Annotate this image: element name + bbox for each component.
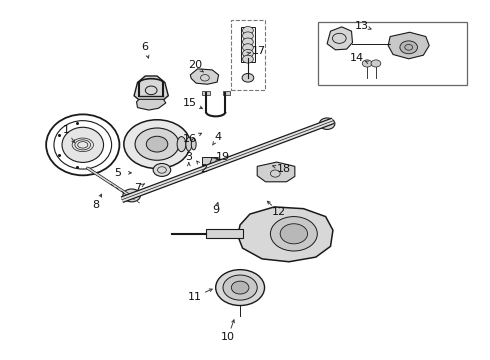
Text: 3: 3 bbox=[185, 152, 192, 162]
Text: 15: 15 bbox=[183, 98, 197, 108]
Ellipse shape bbox=[186, 137, 192, 151]
Circle shape bbox=[362, 60, 372, 67]
Circle shape bbox=[135, 128, 179, 160]
Text: 7: 7 bbox=[134, 183, 141, 193]
Circle shape bbox=[231, 281, 249, 294]
Circle shape bbox=[223, 275, 257, 300]
Polygon shape bbox=[388, 32, 429, 59]
Text: 6: 6 bbox=[141, 42, 148, 52]
Text: 14: 14 bbox=[350, 53, 365, 63]
Circle shape bbox=[243, 27, 253, 35]
Text: 1: 1 bbox=[63, 125, 70, 135]
Bar bbox=[202, 157, 217, 165]
Text: 20: 20 bbox=[188, 60, 202, 70]
Circle shape bbox=[243, 44, 253, 51]
Polygon shape bbox=[134, 76, 168, 101]
Bar bbox=[231, 21, 265, 90]
Text: 10: 10 bbox=[221, 332, 235, 342]
Text: 11: 11 bbox=[188, 292, 202, 302]
Ellipse shape bbox=[62, 127, 103, 162]
Text: 5: 5 bbox=[115, 168, 122, 178]
Circle shape bbox=[123, 189, 141, 202]
Bar bbox=[210, 158, 222, 166]
Polygon shape bbox=[238, 207, 333, 262]
Text: 9: 9 bbox=[212, 206, 219, 216]
Circle shape bbox=[270, 217, 318, 251]
Bar bbox=[318, 22, 467, 85]
Text: 13: 13 bbox=[355, 21, 369, 31]
Circle shape bbox=[319, 118, 335, 130]
Circle shape bbox=[243, 38, 253, 46]
Circle shape bbox=[153, 163, 171, 176]
Circle shape bbox=[280, 224, 308, 244]
Circle shape bbox=[243, 32, 253, 40]
Text: 16: 16 bbox=[183, 134, 197, 144]
Bar bbox=[222, 91, 230, 95]
Circle shape bbox=[371, 60, 381, 67]
Text: 17: 17 bbox=[252, 46, 266, 56]
Circle shape bbox=[243, 55, 253, 63]
Circle shape bbox=[242, 73, 254, 82]
Bar bbox=[202, 91, 210, 95]
Bar bbox=[206, 229, 243, 238]
Ellipse shape bbox=[177, 136, 186, 152]
Text: 12: 12 bbox=[272, 207, 286, 217]
Text: 4: 4 bbox=[215, 132, 221, 142]
Text: 19: 19 bbox=[216, 152, 230, 162]
Text: 18: 18 bbox=[277, 164, 291, 174]
Polygon shape bbox=[327, 27, 352, 50]
Bar bbox=[241, 27, 255, 62]
Polygon shape bbox=[190, 69, 219, 84]
Ellipse shape bbox=[191, 138, 196, 150]
Circle shape bbox=[243, 49, 253, 57]
Circle shape bbox=[216, 270, 265, 306]
Circle shape bbox=[147, 136, 168, 152]
Circle shape bbox=[400, 41, 417, 54]
Polygon shape bbox=[257, 162, 295, 182]
Text: 8: 8 bbox=[93, 200, 99, 210]
Text: 2: 2 bbox=[200, 164, 207, 174]
Polygon shape bbox=[137, 99, 166, 110]
Circle shape bbox=[124, 120, 190, 168]
